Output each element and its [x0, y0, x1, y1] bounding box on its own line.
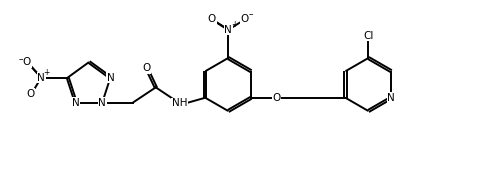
Text: N: N — [107, 73, 114, 83]
Text: N: N — [225, 25, 232, 35]
Text: N: N — [37, 73, 45, 83]
Text: N: N — [388, 93, 395, 103]
Text: +: + — [43, 68, 50, 77]
Text: N: N — [72, 98, 80, 108]
Text: O: O — [273, 93, 281, 103]
Text: –: – — [18, 55, 22, 64]
Text: NH: NH — [172, 98, 187, 108]
Text: O: O — [23, 57, 31, 67]
Text: N: N — [98, 98, 106, 108]
Text: –: – — [249, 10, 253, 19]
Text: O: O — [241, 14, 249, 24]
Text: +: + — [231, 20, 238, 29]
Text: O: O — [143, 63, 150, 73]
Text: O: O — [26, 89, 34, 99]
Text: Cl: Cl — [363, 31, 374, 41]
Text: O: O — [208, 14, 216, 24]
